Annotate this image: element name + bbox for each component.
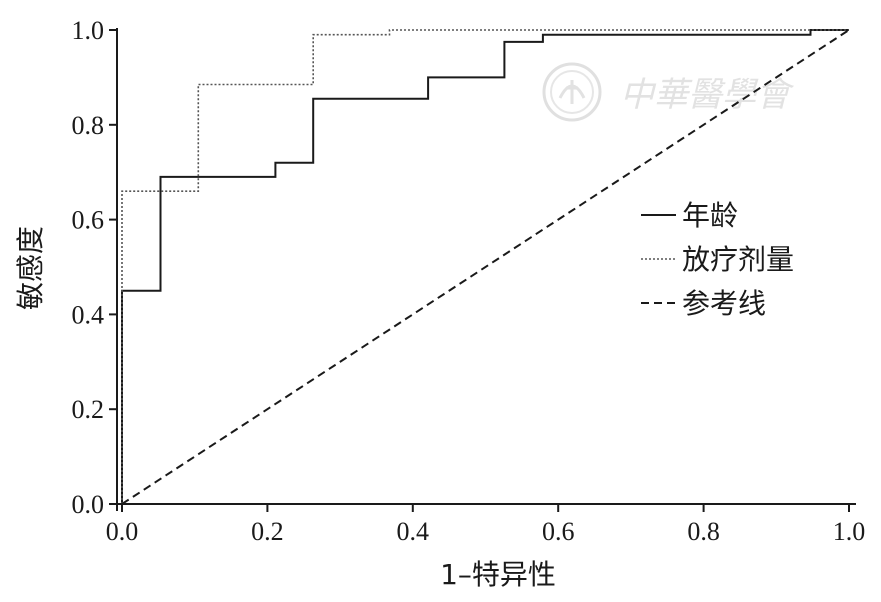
y-tick-label: 0.0 bbox=[72, 490, 105, 519]
watermark-text: 中華醫學會 bbox=[620, 75, 795, 115]
x-tick-label: 0.6 bbox=[542, 517, 575, 546]
y-tick-label: 0.8 bbox=[72, 111, 105, 140]
watermark: 中華醫學會 bbox=[542, 62, 795, 122]
y-axis-title: 敏感度 bbox=[14, 226, 47, 310]
legend-item-radiation-dose: 放疗剂量 bbox=[641, 243, 794, 276]
legend-label: 年龄 bbox=[682, 199, 738, 232]
legend-label: 放疗剂量 bbox=[682, 243, 794, 276]
plot-area bbox=[121, 29, 850, 505]
y-tick-label: 1.0 bbox=[72, 16, 105, 45]
legend-label: 参考线 bbox=[682, 287, 766, 320]
x-tick-label: 0.8 bbox=[687, 517, 720, 546]
x-axis-title: 1–特异性 bbox=[440, 558, 556, 591]
y-tick-label: 0.2 bbox=[72, 395, 105, 424]
age-roc-line bbox=[121, 29, 849, 504]
reference-line bbox=[121, 29, 850, 505]
x-tick-label: 1.0 bbox=[833, 517, 866, 546]
y-tick-label: 0.4 bbox=[72, 300, 105, 329]
x-tick-label: 0.2 bbox=[251, 517, 284, 546]
axes: 0.0 0.2 0.4 0.6 0.8 1.0 0.0 0.2 0.4 0.6 0.8 1.0 bbox=[72, 16, 866, 546]
x-tick-label: 0.0 bbox=[106, 517, 139, 546]
x-tick-label: 0.4 bbox=[397, 517, 430, 546]
seal-icon bbox=[542, 62, 602, 122]
legend-item-age: 年龄 bbox=[641, 199, 738, 232]
legend-item-reference: 参考线 bbox=[641, 287, 766, 320]
y-tick-label: 0.6 bbox=[72, 206, 105, 235]
